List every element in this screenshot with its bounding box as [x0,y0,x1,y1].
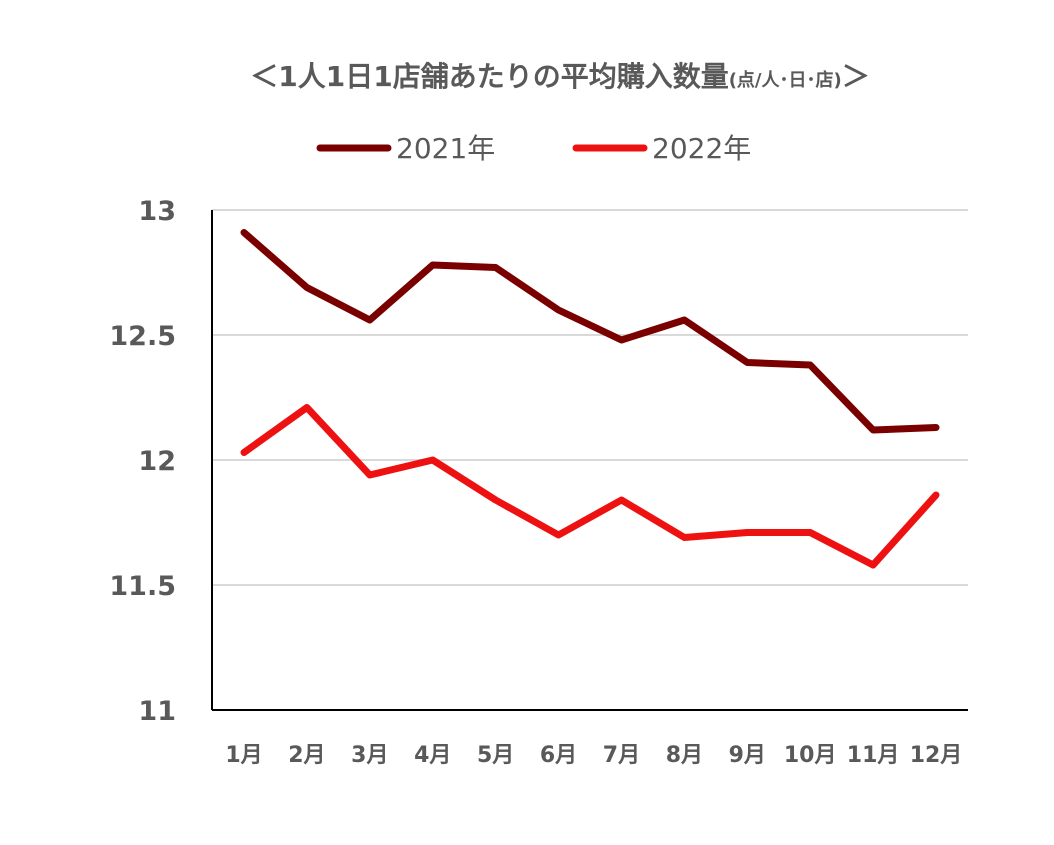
x-tick-label: 8月 [666,743,703,768]
y-tick-label: 11.5 [109,571,176,602]
chart-title: ＜1人1日1店舗あたりの平均購入数量(点/人･日･店)＞ [250,60,870,93]
x-tick-label: 10月 [784,743,837,768]
x-tick-label: 3月 [351,743,388,768]
x-tick-label: 5月 [477,743,514,768]
x-tick-label: 6月 [540,743,577,768]
gridlines [212,209,968,586]
x-tick-label: 12月 [910,743,963,768]
x-axis-ticks: 1月 2月 3月 4月 5月 6月 7月 8月 9月 10月 11月 12月 [225,743,962,768]
legend-label: 2022年 [652,132,751,165]
chart-title-close: ＞ [842,60,870,93]
series-line-2 [240,404,940,569]
x-tick-label: 11月 [847,743,900,768]
y-tick-label: 11 [138,696,176,727]
x-tick-label: 2月 [288,743,325,768]
x-tick-label: 4月 [414,743,451,768]
legend-label: 2021年 [396,132,495,165]
axes [211,210,968,711]
y-tick-label: 13 [138,196,176,227]
y-axis-ticks: 11 11.5 12 12.5 13 [109,196,176,727]
series-line-1 [240,229,940,434]
y-tick-label: 12.5 [109,321,176,352]
legend: 2021年 2022年 [316,132,751,165]
chart-title-unit: (点/人･日･店) [729,69,842,91]
x-tick-label: 9月 [729,743,766,768]
x-tick-label: 1月 [225,743,262,768]
chart-title-main: ＜1人1日1店舗あたりの平均購入数量 [250,60,728,93]
x-tick-label: 7月 [603,743,640,768]
series-lines [240,229,940,569]
y-tick-label: 12 [138,446,176,477]
